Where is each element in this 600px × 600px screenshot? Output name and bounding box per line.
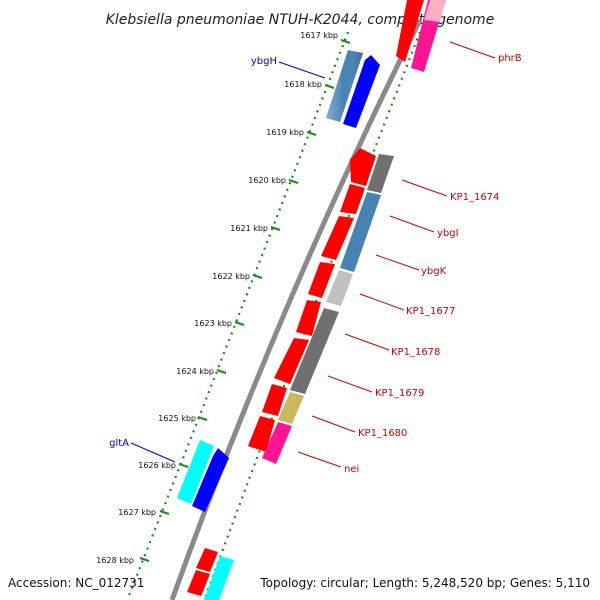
tick-mark xyxy=(270,226,281,231)
tick-label: 1628 kbp xyxy=(96,556,134,565)
leader-line xyxy=(359,293,405,311)
tick-label: 1625 kbp xyxy=(158,414,196,423)
feature-shading xyxy=(326,50,363,122)
leader-line xyxy=(449,41,496,59)
gene-feature-ybgK xyxy=(340,192,381,272)
tick-mark xyxy=(216,369,227,374)
gene-features xyxy=(177,0,446,600)
tick-label: 1619 kbp xyxy=(266,128,304,137)
cds-feature xyxy=(248,416,275,452)
gene-feature-nei xyxy=(262,422,292,464)
gene-feature-phrB-light xyxy=(424,0,446,22)
label-KP1_1678[interactable]: KP1_1678 xyxy=(391,347,440,358)
tick-mark xyxy=(324,84,335,89)
tick-mark xyxy=(306,131,317,136)
cds-feature xyxy=(396,0,424,62)
leader-line xyxy=(375,254,420,271)
gene-feature-cyan xyxy=(204,556,234,600)
gene-feature-KP1_1680 xyxy=(278,392,304,424)
tick-label: 1620 kbp xyxy=(248,176,286,185)
label-phrB[interactable]: phrB xyxy=(498,53,522,64)
genome-backbone xyxy=(169,18,423,600)
outer-dotted-track xyxy=(126,31,350,599)
tick-group: 1617 kbp 1618 kbp 1619 kbp 1620 kbp 1621… xyxy=(96,31,351,565)
tick-label: 1618 kbp xyxy=(284,80,322,89)
cds-feature xyxy=(187,570,210,596)
label-ybgH[interactable]: ybgH xyxy=(251,56,277,67)
tick-label: 1621 kbp xyxy=(230,224,268,233)
map-title: Klebsiella pneumoniae NTUH-K2044, comple… xyxy=(106,12,495,28)
cds-feature xyxy=(296,300,321,336)
gene-feature-KP1_1677 xyxy=(326,270,353,306)
label-KP1_1674[interactable]: KP1_1674 xyxy=(450,192,499,203)
leader-line xyxy=(344,333,390,351)
tick-mark xyxy=(178,463,189,468)
tick-label: 1626 kbp xyxy=(138,461,176,470)
leader-line xyxy=(311,415,356,433)
tick-mark xyxy=(197,416,208,421)
cds-feature xyxy=(274,338,309,384)
accession-text: Accession: NC_012731 xyxy=(8,576,144,590)
cds-feature xyxy=(196,548,218,572)
forward-gene-feature xyxy=(192,448,229,512)
tick-mark xyxy=(159,510,170,515)
cds-feature xyxy=(340,184,365,214)
tick-mark xyxy=(252,274,263,279)
label-KP1_1677[interactable]: KP1_1677 xyxy=(406,306,455,317)
gene-labels: ybgH gltA phrB KP1_1674 ybgI ybgK KP1_16… xyxy=(109,41,522,475)
tick-mark xyxy=(234,321,245,326)
tick-label: 1617 kbp xyxy=(300,31,338,40)
cds-feature xyxy=(350,148,376,186)
label-ybgK[interactable]: ybgK xyxy=(421,266,447,277)
tick-mark xyxy=(288,179,299,184)
genome-summary-text: Topology: circular; Length: 5,248,520 bp… xyxy=(259,576,590,590)
leader-line xyxy=(389,215,435,233)
tick-mark xyxy=(139,557,150,562)
tick-label: 1622 kbp xyxy=(212,272,250,281)
tick-label: 1623 kbp xyxy=(194,319,232,328)
gene-feature-gltA xyxy=(177,440,214,504)
cds-feature xyxy=(308,262,335,298)
leader-line xyxy=(327,375,373,393)
leader-line xyxy=(401,179,448,197)
label-KP1_1680[interactable]: KP1_1680 xyxy=(358,428,407,439)
leader-line xyxy=(297,451,342,468)
gene-feature-KP1_1674 xyxy=(367,154,394,193)
label-KP1_1679[interactable]: KP1_1679 xyxy=(375,388,424,399)
gene-feature-KP1_1679 xyxy=(290,308,339,394)
tick-label: 1624 kbp xyxy=(176,367,214,376)
forward-gene-feature xyxy=(343,55,380,128)
leader-line xyxy=(130,442,176,463)
tick-mark xyxy=(340,39,351,44)
cds-feature xyxy=(321,216,354,260)
label-nei[interactable]: nei xyxy=(344,464,359,475)
cds-feature xyxy=(262,384,287,416)
label-ybgI[interactable]: ybgI xyxy=(437,228,459,239)
label-gltA[interactable]: gltA xyxy=(109,438,129,449)
leader-line xyxy=(278,61,326,79)
tick-label: 1627 kbp xyxy=(118,508,156,517)
